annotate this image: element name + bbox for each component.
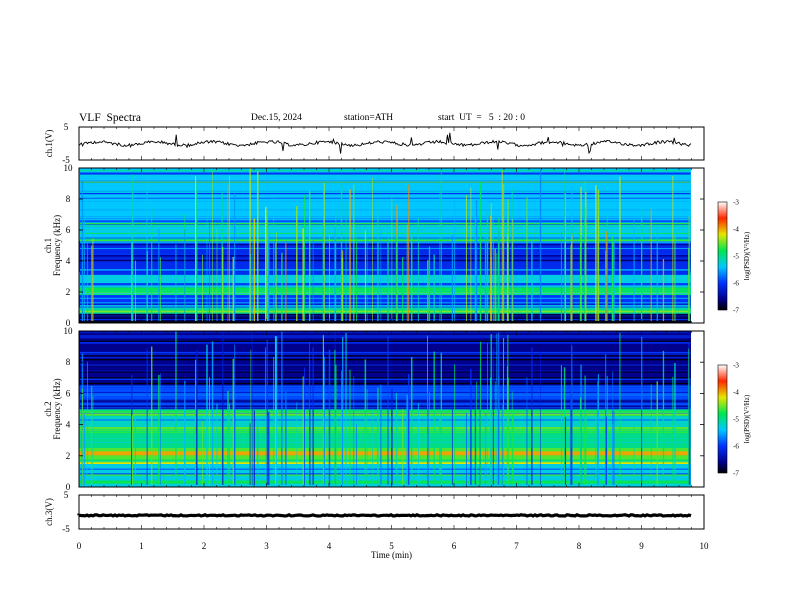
y-tick-label: 8 <box>66 357 71 367</box>
x-tick-label: 9 <box>639 541 644 551</box>
colorbar-tick-label: -7 <box>733 307 739 315</box>
colorbar-tick-label: -4 <box>733 389 739 397</box>
band-1 <box>79 307 691 314</box>
spectrogram-ch2 <box>79 331 691 487</box>
colorbar-tick-label: -6 <box>733 280 739 288</box>
x-tick-label: 7 <box>514 541 519 551</box>
colorbar-tick-label: -4 <box>733 226 739 234</box>
ylabel-ch1: ch.1(V) <box>44 130 54 158</box>
x-tick-label: 6 <box>452 541 457 551</box>
colorbar <box>717 201 728 311</box>
y-tick-label: 10 <box>64 326 74 336</box>
x-tick-label: 0 <box>77 541 82 551</box>
band-4 <box>79 385 691 409</box>
colorbar-tick-label: -5 <box>733 416 739 424</box>
y-tick-label: 8 <box>66 194 71 204</box>
date-label: Dec.15, 2024 <box>251 113 302 123</box>
y-tick-label: 5 <box>64 490 69 500</box>
ch1-waveform <box>78 132 692 155</box>
y-tick-label: 4 <box>66 420 71 430</box>
panel-frame-4 <box>78 494 705 530</box>
start-time-label: start UT = 5 : 20 : 0 <box>438 113 525 123</box>
y-tick-label: -5 <box>62 155 70 165</box>
spectrogram-ch1 <box>79 168 691 324</box>
x-tick-label: 1 <box>139 541 144 551</box>
x-tick-label: 4 <box>327 541 332 551</box>
station-label: station=ATH <box>344 113 394 123</box>
colorbar-tick-label: -7 <box>733 470 739 478</box>
y-tick-label: 6 <box>66 225 71 235</box>
ch3-waveform <box>77 513 692 518</box>
ylabel-channel: ch.1 <box>43 238 53 253</box>
chart-title: VLF Spectra <box>79 112 141 124</box>
colorbar-tick-label: -3 <box>733 362 739 370</box>
ylabel-frequency: Frequency (kHz) <box>52 215 62 276</box>
colorbar-tick-label: -3 <box>733 199 739 207</box>
y-tick-label: 2 <box>66 451 71 461</box>
colorbar <box>717 364 728 474</box>
y-tick-label: 10 <box>64 163 74 173</box>
y-tick-label: 6 <box>66 388 71 398</box>
colorbar-tick-label: -5 <box>733 253 739 261</box>
x-tick-label: 8 <box>577 541 582 551</box>
colorbar-label: log(PSD)(V²/Hz) <box>743 231 751 280</box>
x-tick-label: 2 <box>202 541 207 551</box>
ylabel-ch3: ch.3(V) <box>44 498 54 526</box>
ylabel-frequency: Frequency (kHz) <box>52 378 62 439</box>
y-tick-label: 0 <box>66 318 71 328</box>
band-3 <box>79 287 691 296</box>
colorbar-tick-label: -6 <box>733 443 739 451</box>
x-tick-label: 5 <box>389 541 394 551</box>
x-tick-label: 10 <box>700 541 710 551</box>
y-tick-label: 2 <box>66 287 71 297</box>
y-tick-label: 4 <box>66 256 71 266</box>
y-tick-label: -5 <box>62 524 70 534</box>
ylabel-channel: ch.2 <box>43 401 53 416</box>
y-tick-label: 0 <box>66 482 71 492</box>
y-tick-label: 5 <box>64 122 69 132</box>
band-0 <box>79 313 691 323</box>
x-axis-label: Time (min) <box>371 550 412 560</box>
x-tick-label: 3 <box>264 541 269 551</box>
colorbar-label: log(PSD)(V²/Hz) <box>743 394 751 443</box>
